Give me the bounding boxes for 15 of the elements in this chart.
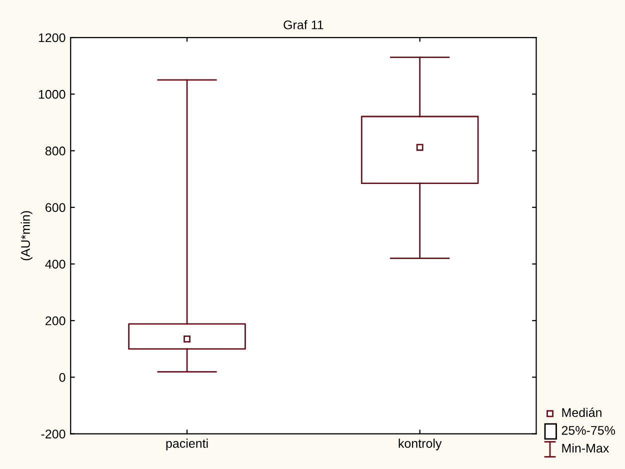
- y-axis-title: (AU*min): [20, 211, 32, 260]
- text: Medián: [562, 408, 602, 418]
- y-tick-label: 1200: [38, 33, 66, 42]
- y-tick-label: 400: [45, 260, 66, 269]
- text: 25%-75%: [562, 426, 616, 435]
- text: Min-Max: [562, 443, 610, 453]
- y-tick-label: 200: [46, 316, 66, 326]
- y-tick-label: 1000: [38, 90, 66, 99]
- y-tick-label: -200: [41, 430, 66, 438]
- y-tick-label: 800: [45, 146, 66, 156]
- x-tick-label: pacienti: [166, 438, 208, 450]
- y-tick-label: 0: [59, 373, 66, 382]
- y-tick-label: 600: [46, 203, 66, 212]
- x-tick-label: kontroly: [398, 438, 442, 450]
- chart-title: Graf 11: [284, 20, 324, 30]
